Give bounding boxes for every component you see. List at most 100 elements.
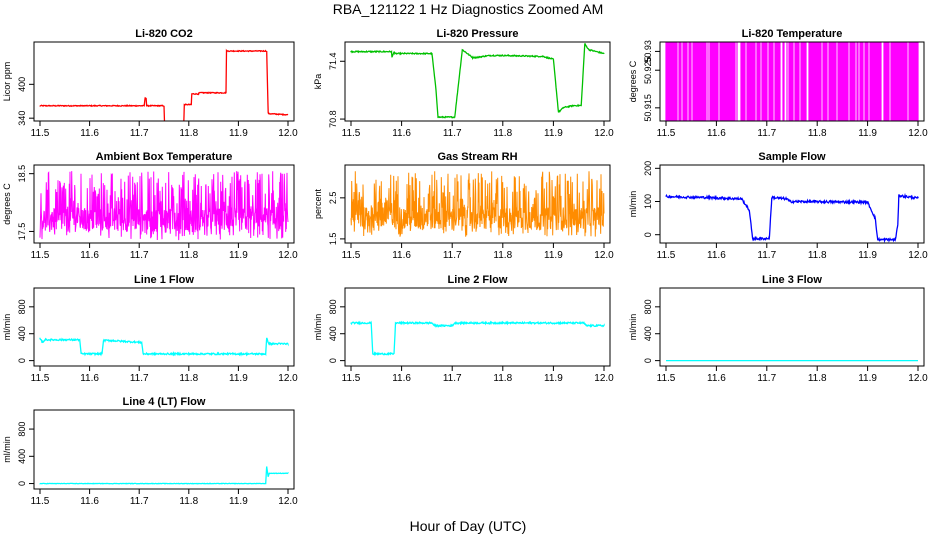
series-line <box>665 192 919 243</box>
x-tick-label: 11.6 <box>80 496 99 507</box>
series-line <box>39 48 289 121</box>
plot-frame <box>33 409 295 490</box>
series-line <box>350 320 605 357</box>
x-tick-label: 11.6 <box>707 128 726 139</box>
x-tick-label: 12.0 <box>278 250 298 261</box>
series-line <box>350 171 605 237</box>
series-area <box>39 48 289 121</box>
x-tick-label: 11.6 <box>80 250 99 261</box>
panel-title: Line 1 Flow <box>134 274 194 286</box>
x-tick-label: 11.7 <box>757 373 776 384</box>
panel-title: Line 2 Flow <box>448 274 508 286</box>
x-tick-label: 11.5 <box>657 128 676 139</box>
panel-title: Line 3 Flow <box>762 274 822 286</box>
figure-title: RBA_121122 1 Hz Diagnostics Zoomed AM <box>332 1 604 17</box>
x-tick-label: 11.8 <box>179 250 198 261</box>
x-tick-label: 12.0 <box>278 128 298 139</box>
y-tick-label: 18.5 <box>17 165 27 183</box>
x-tick-label: 12.0 <box>594 128 614 139</box>
plot-frame <box>344 287 611 367</box>
y-axis-label: Licor ppm <box>2 62 12 102</box>
plot-frame <box>659 41 925 122</box>
x-tick-label: 11.8 <box>808 373 827 384</box>
x-tick-label: 11.8 <box>493 373 512 384</box>
y-tick-label: 400 <box>17 326 27 341</box>
x-tick-label: 11.6 <box>707 373 726 384</box>
y-tick-label: 400 <box>17 449 27 464</box>
panel-10: Line 4 (LT) Flow ml/min 11.5 11.6 11.7 11.8 11… <box>2 396 298 507</box>
y-tick-label: 70.8 <box>328 110 338 128</box>
y-tick-label: 400 <box>643 326 653 341</box>
x-tick-label: 11.8 <box>808 128 827 139</box>
x-tick-label: 11.5 <box>31 250 50 261</box>
plot-frame <box>344 164 611 244</box>
series-line <box>39 337 289 357</box>
x-tick-label: 12.0 <box>908 128 928 139</box>
y-axis-label: ml/min <box>2 314 12 341</box>
x-tick-label: 11.9 <box>229 373 248 384</box>
y-axis-label: ml/min <box>2 436 12 463</box>
y-axis-label: ml/min <box>628 314 638 341</box>
x-tick-label: 12.0 <box>594 373 614 384</box>
panel-title: Li-820 Temperature <box>742 28 843 40</box>
x-tick-label: 11.9 <box>544 128 563 139</box>
panel-6: Sample Flow ml/min 11.5 11.6 11.7 11.8 11.9 12.… <box>628 151 928 261</box>
panel-5: Gas Stream RH percent 11.5 11.6 11.7 11.8 11.9… <box>313 151 614 261</box>
x-tick-label: 11.5 <box>657 250 676 261</box>
y-tick-label: 0 <box>643 358 653 363</box>
series-area <box>39 466 289 485</box>
panel-title: Line 4 (LT) Flow <box>123 396 206 408</box>
series-line <box>39 466 289 485</box>
x-tick-label: 11.6 <box>80 373 99 384</box>
y-axis-label: degrees C <box>628 60 638 102</box>
y-tick-label: 2.5 <box>328 192 338 205</box>
series-line <box>39 171 289 241</box>
plot-frame <box>33 287 295 367</box>
x-tick-label: 11.8 <box>493 128 512 139</box>
x-tick-label: 11.7 <box>757 250 776 261</box>
y-axis-label: kPa <box>313 74 323 90</box>
y-tick-label: 71.4 <box>328 53 338 71</box>
x-tick-label: 11.6 <box>392 250 411 261</box>
x-tick-label: 12.0 <box>908 250 928 261</box>
x-tick-label: 11.5 <box>342 128 361 139</box>
y-tick-label: 100 <box>643 194 653 209</box>
x-tick-label: 11.7 <box>130 250 149 261</box>
x-tick-label: 11.7 <box>443 250 462 261</box>
y-tick-label: 0 <box>17 358 27 363</box>
y-tick-label: 0 <box>17 481 27 486</box>
panel-7: Line 1 Flow ml/min 11.5 11.6 11.7 11.8 11.9 12.… <box>2 274 298 384</box>
y-tick-label: 50.925 <box>643 56 653 84</box>
y-tick-label: 1.5 <box>328 233 338 246</box>
x-tick-label: 11.5 <box>657 373 676 384</box>
y-tick-label: 0 <box>643 232 653 237</box>
y-axis-label: ml/min <box>628 191 638 218</box>
x-tick-label: 12.0 <box>594 250 614 261</box>
series-area <box>665 192 919 243</box>
x-tick-label: 11.6 <box>392 373 411 384</box>
y-tick-label: 340 <box>17 111 27 126</box>
x-tick-label: 11.5 <box>342 373 361 384</box>
x-tick-label: 11.7 <box>443 128 462 139</box>
x-tick-label: 11.8 <box>493 250 512 261</box>
plot-frame <box>659 164 925 244</box>
y-tick-label: 800 <box>643 299 653 314</box>
panel-2: Li-820 Pressure kPa 11.5 11.6 11.7 11.8 11.9 12… <box>313 28 614 139</box>
series-area <box>350 320 605 357</box>
y-axis-label: percent <box>313 188 323 219</box>
panel-title: Li-820 CO2 <box>135 28 192 40</box>
x-tick-label: 11.7 <box>757 128 776 139</box>
x-tick-label: 11.6 <box>392 128 411 139</box>
plot-frame <box>33 164 295 244</box>
x-tick-label: 11.7 <box>130 496 149 507</box>
panel-1: Li-820 CO2 Licor ppm 11.5 11.6 11.7 11.8 11.9 1… <box>2 28 298 139</box>
x-tick-label: 11.9 <box>858 373 877 384</box>
x-tick-label: 11.7 <box>443 373 462 384</box>
x-tick-label: 11.9 <box>229 250 248 261</box>
x-tick-label: 11.8 <box>179 128 198 139</box>
panel-8: Line 2 Flow ml/min 11.5 11.6 11.7 11.8 11.9 12.… <box>313 274 614 384</box>
x-tick-label: 11.9 <box>858 250 877 261</box>
x-tick-label: 11.6 <box>80 128 99 139</box>
